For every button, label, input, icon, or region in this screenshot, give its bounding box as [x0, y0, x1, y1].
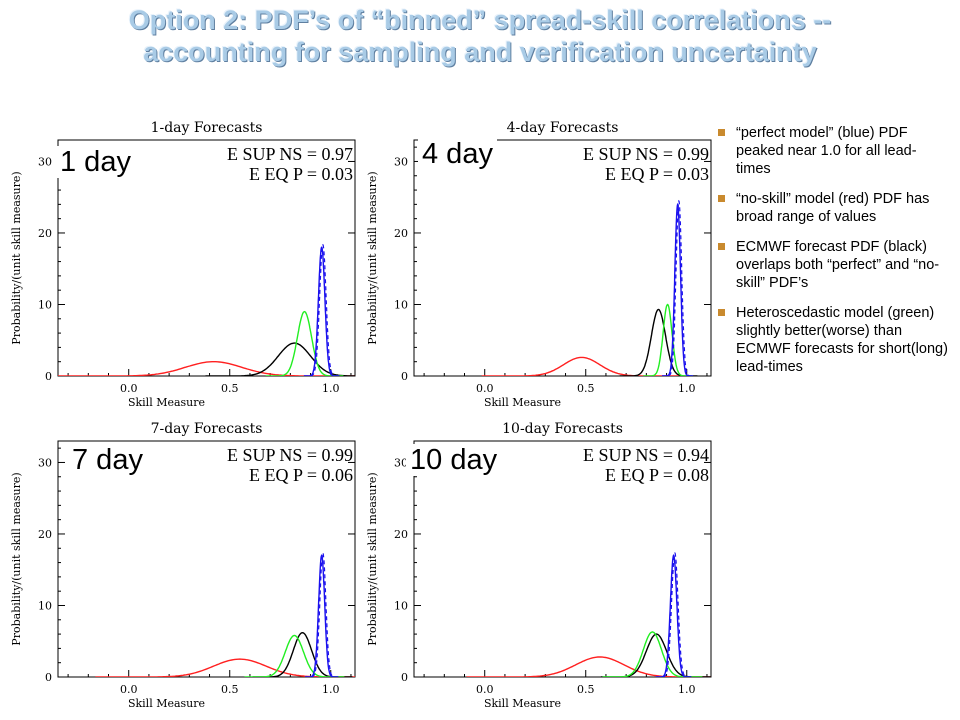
- x-tick-label: 0.0: [476, 683, 494, 696]
- y-tick-label: 0: [401, 671, 408, 684]
- pdf-curve-red: [466, 656, 711, 677]
- day-label-4: 4 day: [418, 138, 497, 170]
- stat-line: E EQ P = 0.08: [605, 465, 709, 485]
- bullet-item: “perfect model” (blue) PDF peaked near 1…: [718, 124, 950, 178]
- stat-line: E EQ P = 0.03: [249, 164, 353, 184]
- chart-4-day: 4-day Forecasts 0 10 20 30 0.0 0.5 1.0 Skill Mea…: [366, 120, 712, 409]
- x-tick-label: 0.0: [120, 382, 138, 395]
- pdf-curve-blue: [305, 554, 339, 677]
- pdf-curve-blue-dashed: [305, 551, 339, 677]
- day-label-7: 7 day: [68, 444, 147, 476]
- chart-title: 1-day Forecasts: [151, 120, 263, 136]
- y-tick-label: 10: [38, 599, 52, 612]
- pdf-curve-blue-dashed: [303, 244, 340, 376]
- y-tick-label: 30: [394, 155, 408, 168]
- x-tick-label: 1.0: [322, 683, 340, 696]
- chart-7-day: 7-day Forecasts 0 10 20 30 0.0 0.5 1.0 Skill Mea…: [10, 421, 356, 710]
- x-tick-label: 1.0: [678, 683, 696, 696]
- pdf-curve-green: [643, 303, 692, 376]
- y-tick-label: 30: [394, 456, 408, 469]
- x-tick-label: 0.0: [120, 683, 138, 696]
- bullet-text: ECMWF forecast PDF (black) overlaps both…: [736, 239, 940, 291]
- plot-frame: [413, 440, 712, 678]
- pdf-curve-black: [600, 633, 711, 677]
- bullet-item: “no-skill” model (red) PDF has broad ran…: [718, 190, 950, 226]
- x-axis-label: Skill Measure: [128, 697, 205, 710]
- pdf-curve-blue: [655, 554, 692, 677]
- stat-line: E SUP NS = 0.99: [227, 445, 353, 465]
- pdf-curve-green: [244, 634, 345, 677]
- bullet-square-icon: [718, 195, 725, 202]
- y-axis-label: Probability/(unit skill measure): [10, 171, 23, 344]
- stat-line: E SUP NS = 0.97: [227, 144, 353, 164]
- chart-1-day: 1-day Forecasts 0 10 20 30 0.0 0.5 1.0 Skill Mea…: [10, 120, 356, 409]
- y-tick-label: 20: [394, 528, 408, 541]
- plot-frame: [413, 139, 712, 377]
- y-tick-label: 30: [38, 155, 52, 168]
- pdf-curve-blue-dashed: [662, 199, 694, 376]
- slide-title-line-1: Option 2: PDF’s of “binned” spread-skill…: [128, 5, 832, 35]
- pdf-curve-blue: [662, 202, 694, 376]
- y-tick-label: 10: [38, 298, 52, 311]
- day-label-10: 10 day: [406, 444, 502, 476]
- pdf-curve-blue-dashed: [655, 552, 692, 677]
- chart-title: 10-day Forecasts: [502, 421, 623, 437]
- stat-line: E EQ P = 0.03: [605, 164, 709, 184]
- x-tick-label: 0.5: [577, 382, 595, 395]
- y-tick-label: 0: [45, 370, 52, 383]
- y-axis-label: Probability/(unit skill measure): [10, 472, 23, 645]
- chart-title: 4-day Forecasts: [507, 120, 619, 136]
- y-axis-label: Probability/(unit skill measure): [366, 472, 379, 645]
- y-tick-label: 10: [394, 298, 408, 311]
- slide-title: Option 2: PDF’s of “binned” spread-skill…: [0, 4, 960, 68]
- x-axis-label: Skill Measure: [484, 697, 561, 710]
- bullet-item: ECMWF forecast PDF (black) overlaps both…: [718, 238, 950, 292]
- y-tick-label: 20: [38, 227, 52, 240]
- bullet-item: Heteroscedastic model (green) slightly b…: [718, 304, 950, 376]
- x-tick-label: 0.0: [476, 382, 494, 395]
- y-tick-label: 0: [45, 671, 52, 684]
- bullet-list: “perfect model” (blue) PDF peaked near 1…: [718, 124, 950, 388]
- y-tick-label: 0: [401, 370, 408, 383]
- pdf-curve-black: [252, 631, 353, 677]
- pdf-curve-red: [481, 356, 682, 376]
- x-axis-label: Skill Measure: [128, 396, 205, 409]
- pdf-curve-blue: [303, 246, 340, 376]
- y-tick-label: 20: [394, 227, 408, 240]
- x-tick-label: 0.5: [221, 382, 239, 395]
- bullet-square-icon: [718, 309, 725, 316]
- bullet-square-icon: [718, 243, 725, 250]
- bullet-text: Heteroscedastic model (green) slightly b…: [736, 305, 948, 375]
- x-tick-label: 0.5: [577, 683, 595, 696]
- y-tick-label: 10: [394, 599, 408, 612]
- pdf-curve-black: [205, 342, 355, 376]
- bullet-text: “no-skill” model (red) PDF has broad ran…: [736, 191, 930, 225]
- chart-title: 7-day Forecasts: [151, 421, 263, 437]
- y-tick-label: 20: [38, 528, 52, 541]
- slide-title-line-2: accounting for sampling and verification…: [143, 37, 817, 67]
- x-tick-label: 1.0: [322, 382, 340, 395]
- day-label-1: 1 day: [56, 146, 135, 178]
- chart-10-day: 10-day Forecasts 0 10 20 30 0.0 0.5 1.0 Skill Me…: [366, 421, 712, 710]
- x-axis-label: Skill Measure: [484, 396, 561, 409]
- plot-frame: [57, 440, 356, 678]
- pdf-curve-green: [265, 310, 344, 376]
- stat-line: E SUP NS = 0.99: [583, 144, 709, 164]
- y-axis-label: Probability/(unit skill measure): [366, 171, 379, 344]
- y-tick-label: 30: [38, 456, 52, 469]
- x-tick-label: 0.5: [221, 683, 239, 696]
- bullet-square-icon: [718, 129, 725, 136]
- bullet-text: “perfect model” (blue) PDF peaked near 1…: [736, 125, 917, 177]
- stat-line: E EQ P = 0.06: [249, 465, 353, 485]
- x-tick-label: 1.0: [678, 382, 696, 395]
- stat-line: E SUP NS = 0.94: [583, 445, 709, 465]
